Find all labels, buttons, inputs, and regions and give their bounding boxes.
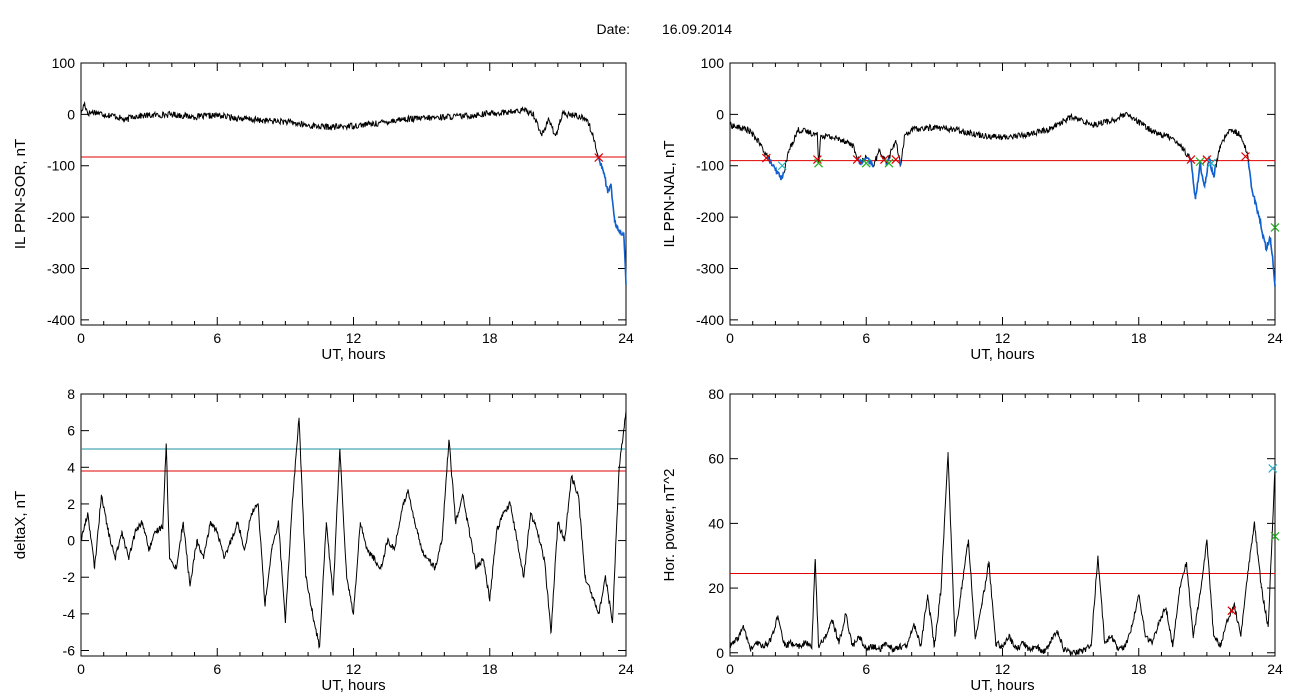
il-nal-highlight-series-1 xyxy=(856,156,874,168)
il-nal-marker-red-x xyxy=(1186,155,1196,165)
il-nal-y-tick-label: -200 xyxy=(696,209,724,225)
il-nal-y-tick-label: -100 xyxy=(696,158,724,174)
hor-power-y-tick-label: 20 xyxy=(708,580,724,596)
deltax-x-tick-label: 0 xyxy=(77,661,85,677)
il-sor-highlight-series-0 xyxy=(598,155,627,285)
il-sor-series-line xyxy=(80,101,627,285)
hor-power-marker-green-x xyxy=(1270,531,1280,541)
deltax-y-tick-label: 4 xyxy=(67,459,75,475)
il-sor-y-axis-title: IL PPN-SOR, nT xyxy=(12,139,29,249)
il-nal-highlight-series-0 xyxy=(766,156,785,181)
il-nal-marker-red-x xyxy=(1202,155,1212,165)
hor-power-y-tick-label: 0 xyxy=(716,645,724,661)
hor-power-x-axis-title: UT, hours xyxy=(970,677,1034,694)
hor-power-y-tick-label: 40 xyxy=(708,515,724,531)
il-nal-marker-green-x xyxy=(1195,157,1205,167)
il-sor-x-axis-title: UT, hours xyxy=(321,346,385,363)
deltax-y-tick-label: -6 xyxy=(63,643,76,659)
hor-power-y-tick-label: 60 xyxy=(708,451,724,467)
deltax-series-line xyxy=(80,410,627,649)
il-nal-x-axis-title: UT, hours xyxy=(970,346,1034,363)
hor-power-x-tick-label: 0 xyxy=(726,661,734,677)
il-sor-x-tick-label: 12 xyxy=(346,330,362,346)
il-nal-y-axis-title: IL PPN-NAL, nT xyxy=(661,141,678,248)
il-nal-y-tick-label: -400 xyxy=(696,312,724,328)
il-nal-marker-red-x xyxy=(891,155,901,165)
il-nal-x-tick-label: 24 xyxy=(1267,330,1283,346)
il-sor-y-tick-label: -200 xyxy=(47,209,75,225)
deltax-y-tick-label: 8 xyxy=(67,386,75,402)
hor-power-x-tick-label: 18 xyxy=(1131,661,1147,677)
il-sor-y-tick-label: -300 xyxy=(47,260,75,276)
il-nal-highlight-series-3 xyxy=(1188,155,1217,200)
il-sor-x-tick-label: 18 xyxy=(482,330,498,346)
date-label: Date: xyxy=(597,21,630,37)
hor-power-x-tick-label: 12 xyxy=(995,661,1011,677)
il-sor-plot-frame xyxy=(80,62,627,326)
hor-power-y-axis-title: Hor. power, nT^2 xyxy=(661,469,678,582)
il-nal-marker-red-x xyxy=(1241,152,1250,161)
deltax-y-tick-label: -2 xyxy=(63,569,76,585)
il-nal-marker-green-x xyxy=(1270,222,1280,232)
il-nal-marker-green-x xyxy=(884,158,894,168)
il-nal-marker-red-x xyxy=(852,155,862,165)
hor-power-marker-cyan-x xyxy=(1268,463,1278,473)
il-nal-y-tick-label: 0 xyxy=(716,106,724,122)
il-nal-marker-green-x xyxy=(861,158,871,168)
hor-power-plot-frame xyxy=(729,393,1276,657)
deltax-y-axis-title: deltaX, nT xyxy=(12,491,29,559)
deltax-y-tick-label: 0 xyxy=(67,533,75,549)
il-sor-y-tick-label: -100 xyxy=(47,158,75,174)
il-sor-y-tick-label: 0 xyxy=(67,106,75,122)
il-nal-x-tick-label: 18 xyxy=(1131,330,1147,346)
il-sor-y-tick-label: -400 xyxy=(47,312,75,328)
il-nal-y-tick-label: 100 xyxy=(701,55,725,71)
il-nal-x-tick-label: 6 xyxy=(862,330,870,346)
il-nal-y-tick-label: -300 xyxy=(696,260,724,276)
il-sor-y-tick-label: 100 xyxy=(52,55,76,71)
il-nal-x-tick-label: 0 xyxy=(726,330,734,346)
il-nal-highlight-series-4 xyxy=(1247,161,1276,287)
il-sor-x-tick-label: 0 xyxy=(77,330,85,346)
deltax-x-tick-label: 6 xyxy=(213,661,221,677)
date-value: 16.09.2014 xyxy=(662,21,732,37)
deltax-x-tick-label: 18 xyxy=(482,661,498,677)
il-sor-marker-red-x xyxy=(594,153,604,162)
il-nal-marker-red-x xyxy=(761,153,771,163)
il-nal-marker-cyan-x xyxy=(1206,158,1216,168)
deltax-x-tick-label: 24 xyxy=(618,661,634,677)
hor-power-x-tick-label: 24 xyxy=(1267,661,1283,677)
hor-power-x-tick-label: 6 xyxy=(862,661,870,677)
il-nal-x-tick-label: 12 xyxy=(995,330,1011,346)
deltax-y-tick-label: 6 xyxy=(67,423,75,439)
il-nal-marker-cyan-x xyxy=(777,161,787,171)
il-nal-marker-green-x xyxy=(814,158,823,168)
deltax-y-tick-label: -4 xyxy=(63,606,76,622)
il-nal-plot-frame xyxy=(729,62,1276,326)
il-sor-x-tick-label: 24 xyxy=(618,330,634,346)
deltax-x-tick-label: 12 xyxy=(346,661,362,677)
il-nal-marker-red-x xyxy=(879,155,889,165)
deltax-y-tick-label: 2 xyxy=(67,496,75,512)
il-sor-x-tick-label: 6 xyxy=(213,330,221,346)
il-nal-series-line xyxy=(729,111,1276,287)
hor-power-y-tick-label: 80 xyxy=(708,386,724,402)
deltax-x-axis-title: UT, hours xyxy=(321,677,385,694)
hor-power-series-line xyxy=(729,452,1276,656)
hor-power-marker-red-x xyxy=(1227,606,1237,616)
